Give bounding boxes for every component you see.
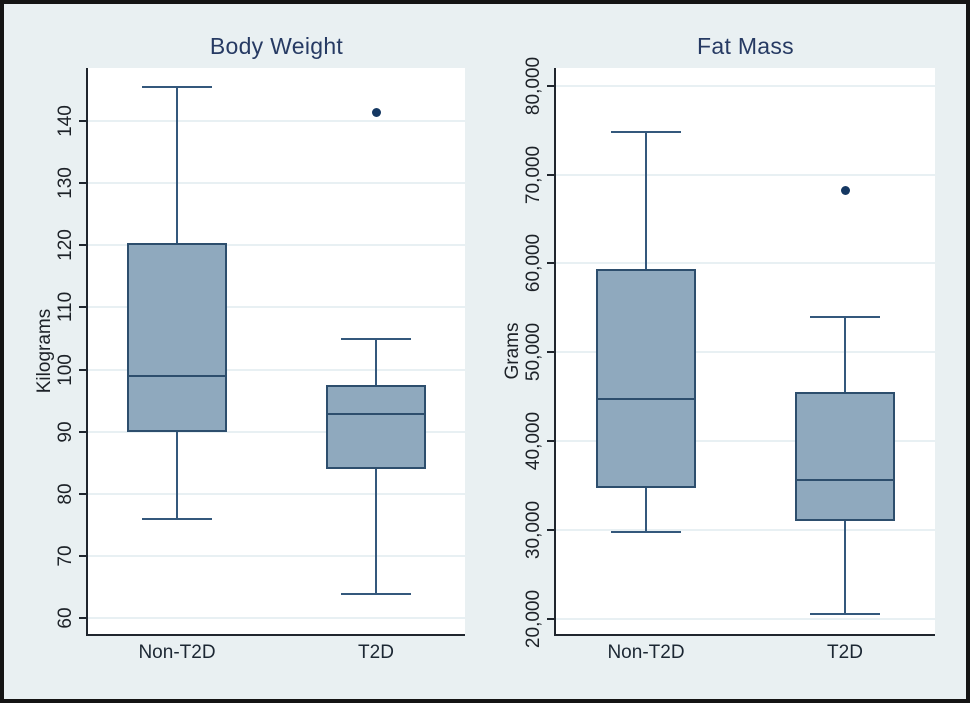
y-tick	[79, 617, 86, 619]
y-tick-label: 20,000	[523, 589, 544, 649]
outlier-point	[371, 107, 381, 117]
x-category-label: T2D	[358, 642, 394, 663]
y-tick	[547, 529, 554, 531]
y-tick-label: 80,000	[523, 56, 544, 116]
median-line	[795, 479, 895, 481]
y-tick	[79, 493, 86, 495]
whisker-lower-cap	[810, 613, 880, 615]
y-tick-label: 40,000	[523, 411, 544, 471]
y-tick	[79, 369, 86, 371]
gridline	[88, 617, 465, 619]
x-axis-line	[86, 634, 465, 636]
whisker-upper-cap	[810, 316, 880, 318]
gridline	[88, 431, 465, 433]
box-iqr	[596, 269, 696, 488]
box-iqr	[127, 243, 227, 432]
y-tick-label: 50,000	[523, 322, 544, 382]
median-line	[326, 413, 426, 415]
y-tick	[547, 440, 554, 442]
median-line	[596, 398, 696, 400]
gridline	[556, 529, 935, 531]
gridline	[88, 120, 465, 122]
whisker-lower-cap	[142, 518, 212, 520]
y-tick	[79, 244, 86, 246]
gridline	[88, 182, 465, 184]
y-tick	[547, 262, 554, 264]
y-axis-line	[86, 68, 88, 636]
y-tick	[79, 182, 86, 184]
gridline	[556, 440, 935, 442]
whisker-lower-cap	[341, 593, 411, 595]
gridline	[88, 244, 465, 246]
y-tick	[79, 555, 86, 557]
gridline	[88, 369, 465, 371]
gridline	[556, 174, 935, 176]
whisker-lower-stem	[645, 488, 647, 532]
y-tick	[547, 351, 554, 353]
y-axis-line	[554, 68, 556, 636]
whisker-upper-cap	[611, 131, 681, 133]
gridline	[88, 306, 465, 308]
panel-body-weight: Body Weight Kilograms 60 70 80 90 100 110 120 1…	[4, 4, 966, 699]
y-tick	[79, 120, 86, 122]
y-tick	[547, 174, 554, 176]
gridline	[556, 262, 935, 264]
gridline	[556, 618, 935, 620]
gridline	[556, 351, 935, 353]
whisker-upper-cap	[341, 338, 411, 340]
y-tick	[547, 618, 554, 620]
whisker-lower-stem	[176, 432, 178, 519]
box-iqr	[326, 385, 426, 469]
y-tick	[547, 85, 554, 87]
y-tick-label: 60,000	[523, 233, 544, 293]
y-tick-label: 70,000	[523, 145, 544, 205]
whisker-lower-cap	[611, 531, 681, 533]
whisker-upper-cap	[142, 86, 212, 88]
box-iqr	[795, 392, 895, 521]
whisker-upper-stem	[844, 317, 846, 392]
whisker-upper-stem	[375, 339, 377, 385]
panel-fat-mass: Fat Mass Grams 20,000 30,000 40,000 50,000 6…	[4, 4, 966, 699]
whisker-upper-stem	[645, 132, 647, 269]
whisker-upper-stem	[176, 87, 178, 243]
y-tick	[79, 431, 86, 433]
chart-title: Fat Mass	[697, 33, 794, 59]
gridline	[88, 555, 465, 557]
y-axis-title: Grams	[502, 322, 523, 380]
x-category-label: Non-T2D	[607, 642, 685, 663]
outlier-point	[840, 185, 850, 195]
y-tick	[79, 306, 86, 308]
x-axis-line	[554, 634, 935, 636]
x-category-label: T2D	[827, 642, 863, 663]
median-line	[127, 375, 227, 377]
gridline	[88, 493, 465, 495]
whisker-lower-stem	[375, 469, 377, 594]
gridline	[556, 85, 935, 87]
chart-title: Body Weight	[209, 33, 344, 59]
y-tick-label: 30,000	[523, 500, 544, 560]
whisker-lower-stem	[844, 521, 846, 614]
x-category-label: Non-T2D	[138, 642, 216, 663]
